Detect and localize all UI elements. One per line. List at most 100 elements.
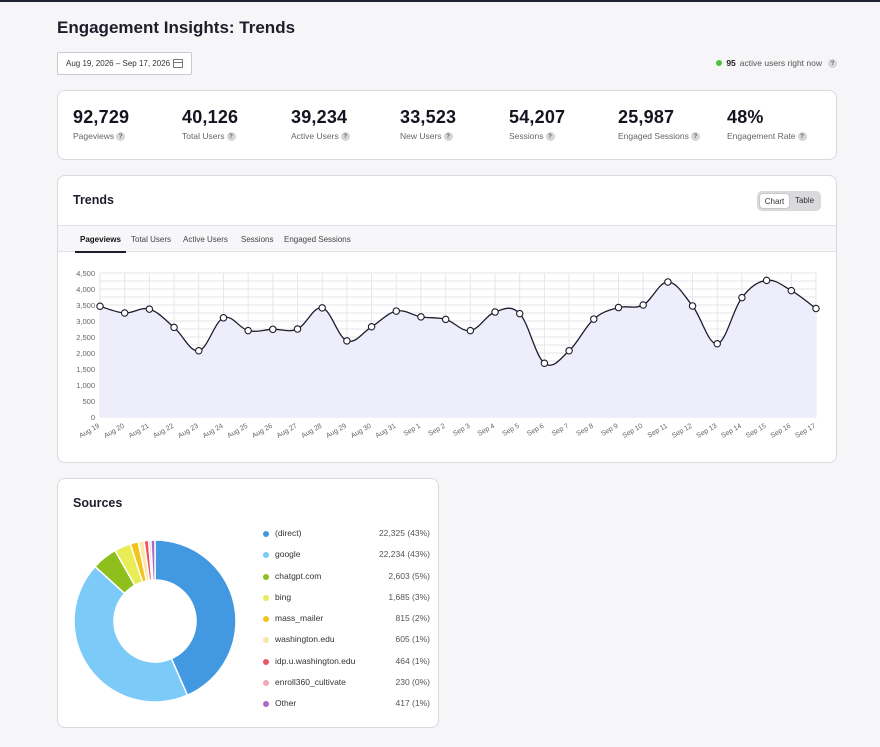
date-range-picker[interactable]: Aug 19, 2026 – Sep 17, 2026 bbox=[57, 52, 192, 75]
x-tick-label: Aug 30 bbox=[350, 423, 373, 440]
help-icon[interactable]: ? bbox=[828, 58, 837, 68]
legend-label: bing bbox=[275, 591, 292, 602]
data-point bbox=[195, 347, 203, 355]
data-point bbox=[318, 304, 326, 312]
legend-swatch bbox=[263, 637, 269, 644]
chart-toggle-button[interactable]: Chart bbox=[759, 193, 790, 209]
stat-2: 39,234 Active Users? bbox=[291, 107, 350, 142]
stat-0: 92,729 Pageviews? bbox=[73, 107, 129, 142]
data-point bbox=[293, 325, 302, 333]
legend-item[interactable]: bing 1,685 (3%) bbox=[262, 591, 430, 612]
legend-item[interactable]: mass_mailer 815 (2%) bbox=[262, 612, 430, 633]
y-tick-label: 3,000 bbox=[76, 317, 95, 326]
stat-label-text: Engagement Rate bbox=[727, 131, 796, 141]
stat-label: Total Users? bbox=[182, 131, 238, 142]
stat-label: Active Users? bbox=[291, 131, 350, 142]
legend-swatch bbox=[263, 594, 269, 601]
tab-active-users[interactable]: Active Users bbox=[183, 235, 228, 244]
stat-label: New Users? bbox=[400, 131, 456, 142]
y-tick-label: 1,500 bbox=[76, 365, 95, 374]
x-tick-label: Sep 12 bbox=[671, 423, 694, 440]
stat-value: 33,523 bbox=[400, 107, 457, 127]
stat-6: 48% Engagement Rate? bbox=[727, 107, 807, 142]
data-point bbox=[590, 315, 598, 323]
legend-item[interactable]: google 22,234 (43%) bbox=[262, 548, 430, 569]
y-tick-label: 4,000 bbox=[76, 285, 95, 294]
help-icon[interactable]: ? bbox=[443, 132, 453, 142]
chart-table-toggle: Chart Table bbox=[757, 191, 821, 211]
help-icon[interactable]: ? bbox=[116, 132, 126, 142]
x-tick-label: Aug 25 bbox=[226, 423, 249, 440]
legend-label: Other bbox=[275, 698, 297, 709]
legend-item[interactable]: idp.u.washington.edu 464 (1%) bbox=[262, 655, 430, 676]
x-tick-label: Sep 15 bbox=[745, 423, 768, 440]
legend-value: 22,325 (43%) bbox=[378, 528, 430, 538]
metric-tabs: Pageviews Total Users Active Users Sessions… bbox=[58, 225, 836, 253]
x-tick-label: Aug 28 bbox=[300, 423, 323, 440]
sources-legend: (direct) 22,325 (43%) google 22,234 (43%) ch… bbox=[262, 527, 430, 719]
table-toggle-button[interactable]: Table bbox=[794, 196, 815, 205]
x-tick-label: Sep 4 bbox=[477, 423, 496, 438]
data-point bbox=[688, 302, 697, 310]
legend-label: google bbox=[275, 549, 301, 560]
stat-value: 25,987 bbox=[618, 107, 675, 127]
legend-swatch bbox=[263, 552, 269, 559]
donut-slice[interactable] bbox=[154, 539, 237, 697]
help-icon[interactable]: ? bbox=[797, 132, 807, 142]
sources-card: Sources (direct) 22,325 (43%) google 22,234… bbox=[57, 478, 439, 728]
legend-item[interactable]: chatgpt.com 2,603 (5%) bbox=[262, 570, 430, 591]
stat-value: 39,234 bbox=[291, 107, 348, 127]
stat-label-text: Sessions bbox=[509, 131, 544, 141]
x-tick-label: Aug 24 bbox=[202, 423, 225, 440]
x-tick-label: Aug 23 bbox=[177, 423, 200, 440]
stat-value: 48% bbox=[727, 107, 764, 127]
data-point bbox=[120, 309, 129, 317]
x-tick-label: Sep 3 bbox=[452, 423, 471, 438]
stats-card: 92,729 Pageviews? 40,126 Total Users? 39,234… bbox=[57, 90, 837, 160]
legend-value: 417 (1%) bbox=[395, 698, 431, 709]
legend-item[interactable]: washington.edu 605 (1%) bbox=[262, 633, 430, 654]
donut-slice[interactable] bbox=[150, 539, 156, 581]
data-point bbox=[565, 347, 573, 355]
y-tick-label: 2,500 bbox=[76, 333, 95, 342]
x-tick-label: Sep 9 bbox=[600, 423, 619, 438]
data-point bbox=[441, 315, 450, 324]
trends-chart: 0 500 1,000 1,500 2,000 2,500 3,000 3,500 4,000 4… bbox=[76, 269, 820, 440]
data-point bbox=[219, 314, 228, 322]
legend-item[interactable]: (direct) 22,325 (43%) bbox=[262, 527, 430, 548]
stat-label: Engagement Rate? bbox=[727, 131, 807, 142]
y-tick-label: 1,000 bbox=[76, 381, 95, 390]
active-users-count: 95 bbox=[726, 58, 736, 68]
stat-value: 40,126 bbox=[182, 107, 239, 127]
help-icon[interactable]: ? bbox=[226, 132, 236, 142]
help-icon[interactable]: ? bbox=[340, 132, 350, 142]
tab-pageviews[interactable]: Pageviews bbox=[75, 235, 126, 253]
legend-value: 1,685 (3%) bbox=[388, 591, 430, 602]
active-users-indicator: 95 active users right now ? bbox=[716, 58, 837, 68]
help-icon[interactable]: ? bbox=[545, 132, 555, 142]
legend-item[interactable]: enroll360_cultivate 230 (0%) bbox=[262, 676, 430, 697]
legend-item[interactable]: Other 417 (1%) bbox=[262, 697, 430, 718]
donut-slice[interactable] bbox=[73, 565, 189, 703]
stat-5: 25,987 Engaged Sessions? bbox=[618, 107, 700, 142]
data-point bbox=[96, 302, 104, 311]
data-point bbox=[713, 339, 721, 348]
tab-total-users[interactable]: Total Users bbox=[131, 235, 172, 244]
data-point bbox=[812, 304, 820, 313]
legend-swatch bbox=[263, 680, 269, 687]
x-tick-label: Sep 10 bbox=[621, 423, 644, 440]
data-point bbox=[417, 313, 425, 321]
help-icon[interactable]: ? bbox=[690, 132, 700, 142]
tab-sessions[interactable]: Sessions bbox=[241, 235, 274, 244]
x-tick-label: Sep 2 bbox=[427, 423, 446, 438]
stat-label-text: Engaged Sessions bbox=[618, 131, 689, 141]
stat-label-text: New Users bbox=[400, 131, 442, 141]
active-users-label: active users right now bbox=[739, 58, 822, 68]
series-area bbox=[100, 280, 816, 417]
calendar-icon bbox=[173, 59, 183, 68]
stat-label: Engaged Sessions? bbox=[618, 131, 700, 142]
data-point bbox=[392, 307, 401, 315]
tab-engaged-sessions[interactable]: Engaged Sessions bbox=[284, 235, 351, 244]
stat-label: Sessions? bbox=[509, 131, 565, 142]
trends-title: Trends bbox=[73, 193, 114, 207]
